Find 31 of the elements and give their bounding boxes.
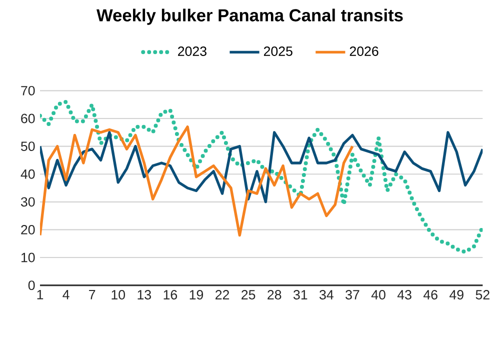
y-tick-label: 40: [20, 169, 35, 179]
y-tick-label: 50: [21, 142, 35, 152]
x-tick-label: 19: [190, 290, 204, 300]
y-tick-label: 70: [21, 86, 35, 96]
x-tick-label: 49: [450, 290, 464, 300]
x-tick-label: 22: [216, 290, 230, 300]
x-tick-label: 37: [346, 290, 360, 300]
x-tick-label: 43: [397, 290, 412, 300]
x-tick-label: 40: [371, 290, 386, 300]
line-series: [40, 125, 354, 237]
x-tick-label: 16: [164, 290, 178, 300]
x-tick-label: 46: [423, 290, 438, 300]
y-tick-label: 20: [21, 225, 35, 234]
legend-label: 2026: [350, 46, 378, 56]
legend-label: 2023: [178, 46, 206, 56]
x-tick-label: 1: [37, 290, 44, 300]
x-tick-label: 10: [112, 290, 126, 300]
y-tick-label: 30: [20, 197, 35, 207]
x-tick-label: 34: [320, 290, 334, 300]
chart-title: Weekly bulker Panama Canal transits: [96, 8, 403, 25]
x-tick-label: 28: [268, 290, 282, 300]
x-tick-label: 7: [89, 290, 96, 300]
legend-label: 2025: [264, 46, 292, 56]
x-tick-label: 4: [62, 290, 70, 300]
y-tick-label: 10: [21, 252, 35, 262]
x-tick-label: 31: [293, 290, 308, 300]
y-tick-label: 60: [21, 114, 35, 124]
y-tick-label: 0: [28, 280, 35, 290]
x-tick-label: 25: [242, 290, 256, 300]
x-tick-label: 52: [476, 290, 490, 300]
x-tick-label: 13: [138, 290, 151, 300]
